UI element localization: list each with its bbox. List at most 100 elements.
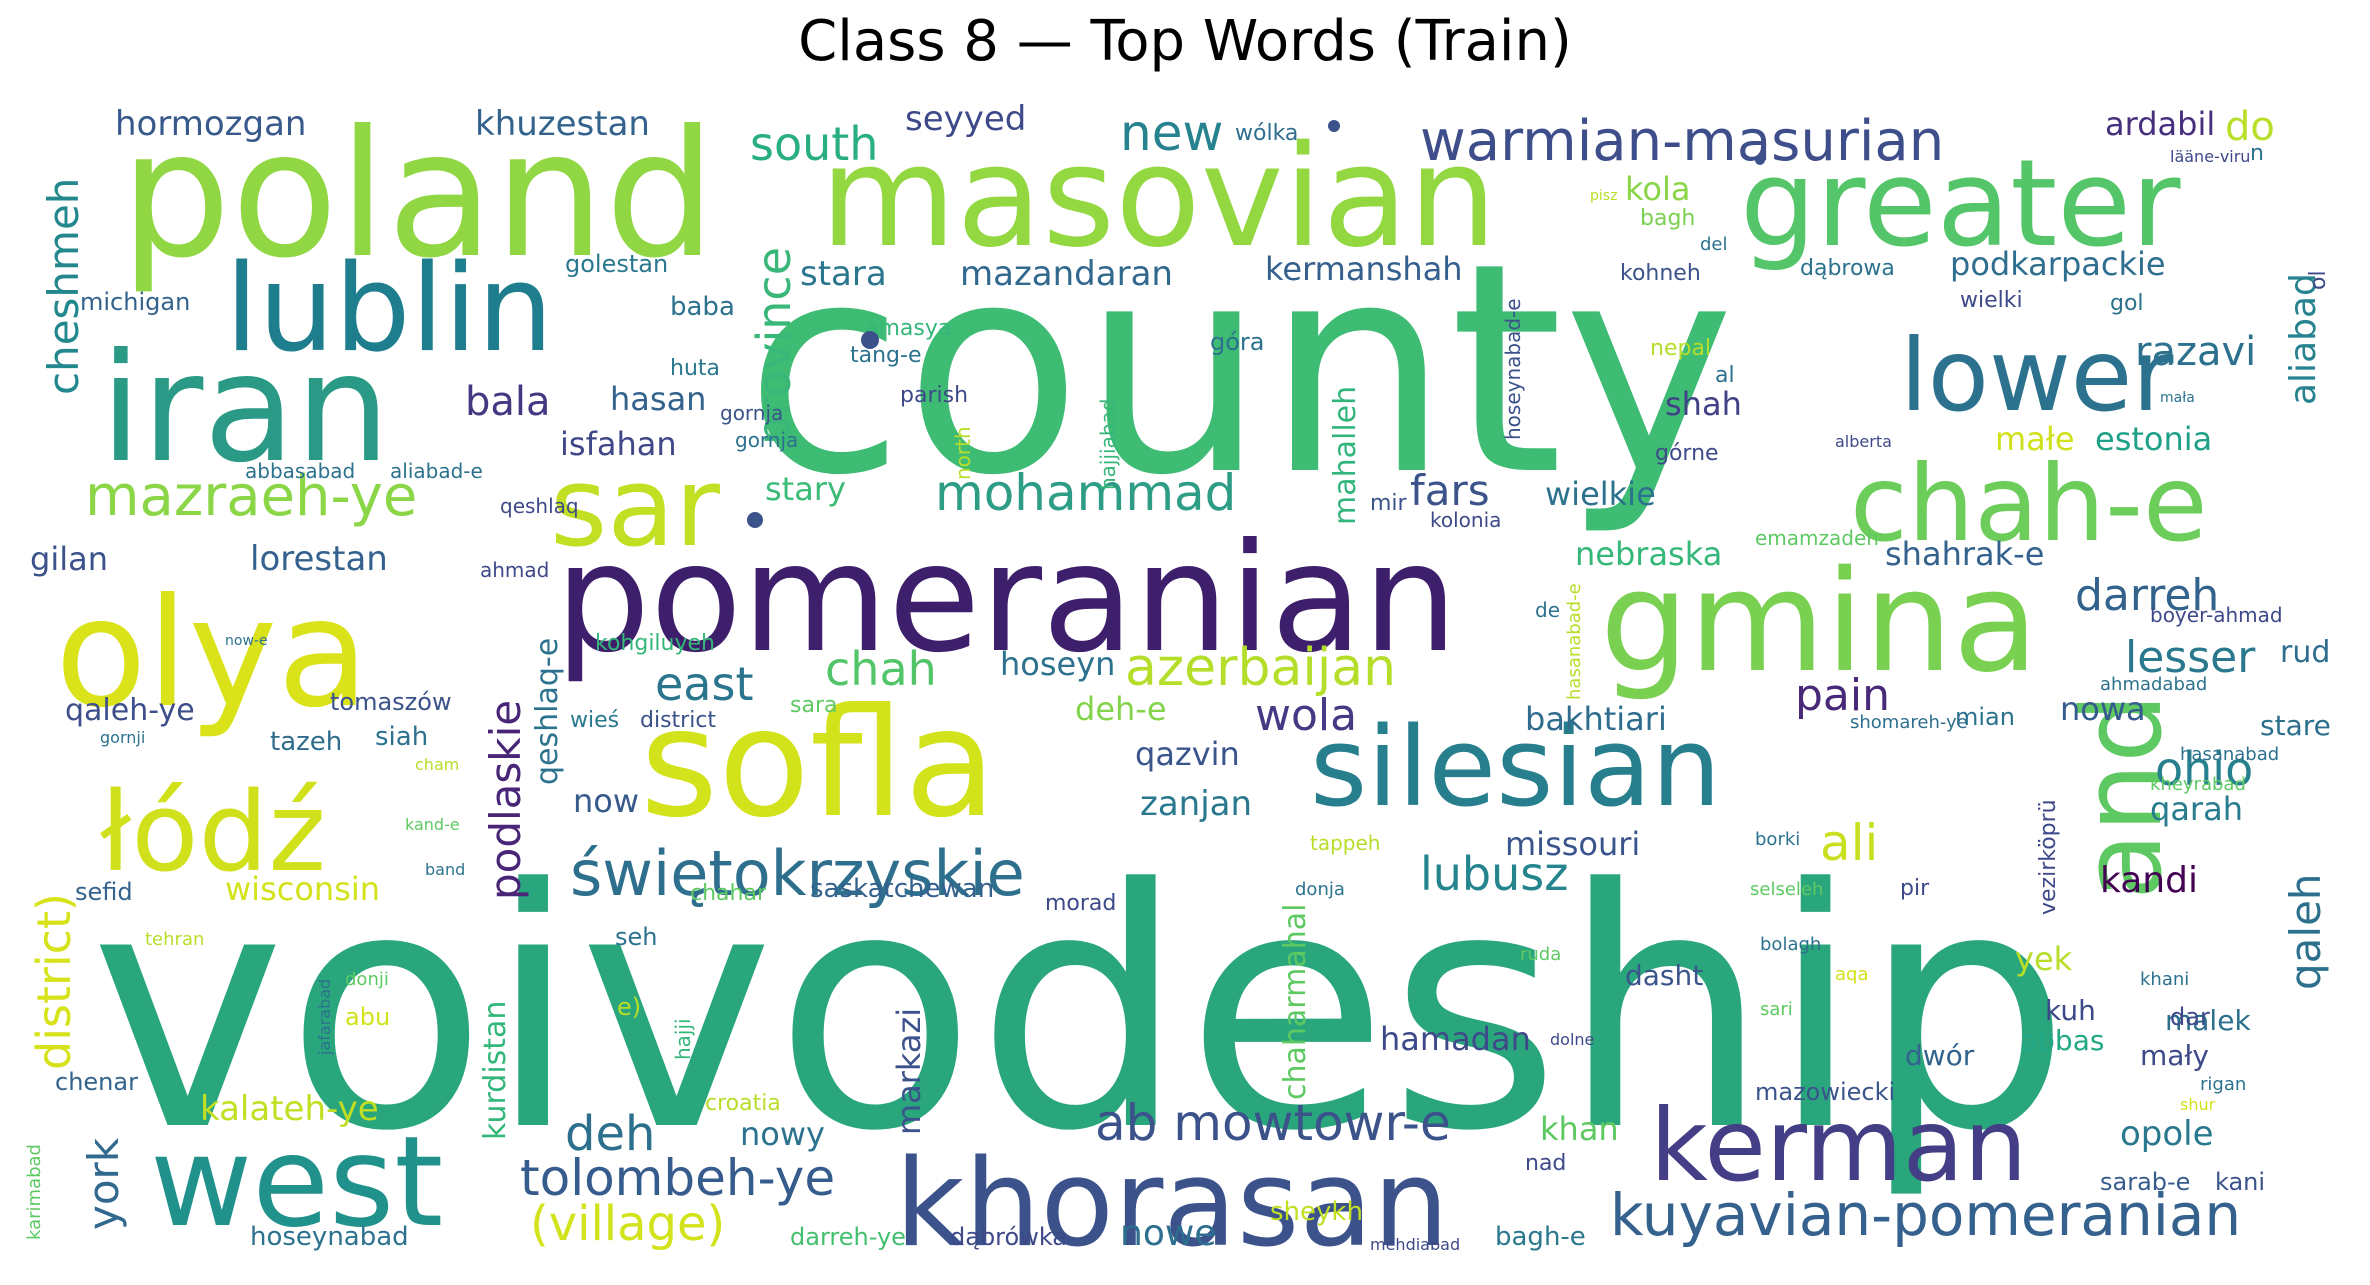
word-140: ahmadabad [2100,674,2207,695]
word-171: nad [1525,1151,1566,1176]
word-130: dąbrowa [1800,256,1895,281]
word-72: gilan [30,540,108,578]
word-66: hasan [610,380,706,418]
word-118: michigan [80,288,190,316]
word-192: now-e [225,633,268,649]
word-126: gornja [720,401,783,425]
word-46: lesser [2125,632,2256,683]
word-124: huta [670,356,720,381]
word-145: wieś [570,708,619,733]
word-73: qaleh-ye [65,693,195,728]
word-27: mohammad [935,464,1236,522]
word-20: świętokrzyskie [570,837,1025,910]
word-151: gornja [735,428,798,452]
word-105: mazowiecki [1755,1078,1895,1106]
word-28: province [747,247,801,445]
word-147: kohgiluyeh [595,631,715,656]
word-98: abbas [2020,1024,2104,1057]
word-13: lublin [225,240,553,379]
word-49: razavi [2135,329,2256,375]
word-45: qaleh [2281,873,2330,990]
word-50: aliabad [2283,273,2324,405]
word-58: stara [800,254,887,294]
word-88: saskatchewan [810,874,994,904]
word-176: tappeh [1310,831,1380,855]
word-146: sara [790,693,837,718]
word-158: hasanabad-e [1564,583,1585,700]
word-69: mahalleh [1328,386,1363,525]
word-44: ohio [2155,742,2253,796]
word-100: kalateh-ye [200,1089,379,1129]
word-61: podkarpackie [1950,245,2166,283]
word-183: donji [345,969,389,990]
word-30: new [1120,104,1223,162]
word-138: emamzadeh [1755,526,1879,550]
word-96: malek [2165,1004,2251,1037]
word-53: hormozgan [115,104,306,144]
word-101: nowy [740,1115,825,1153]
word-95: kuh [2045,994,2096,1027]
word-143: hasanabad [2180,744,2279,765]
word-48: bala [465,379,551,425]
word-177: donja [1295,879,1345,900]
word-120: baba [670,292,735,322]
word-9: olya [55,567,369,741]
word-111: hoseynabad [250,1222,409,1252]
word-174: ruda [1520,944,1561,965]
word-129: kohneh [1620,261,1701,286]
word-74: hoseyn [1000,645,1115,683]
word-8: gmina [1600,541,2039,704]
word-103: opole [2120,1114,2214,1154]
word-60: kermanshah [1265,250,1463,288]
word-40: pain [1795,670,1890,721]
word-123: parish [900,383,968,408]
word-83: qarah [2150,790,2243,828]
dot-2 [747,512,763,528]
word-153: north [951,426,975,480]
word-166: khani [2140,969,2189,990]
word-134: al [1715,363,1735,388]
word-92: hamadan [1380,1020,1531,1058]
word-64: małe [1995,420,2075,458]
word-154: hajjiabad [1096,398,1120,490]
word-54: khuzestan [475,104,650,144]
word-15: chah-e [1850,443,2208,565]
word-141: mian [1955,703,2015,731]
word-139: boyer-ahmad [2150,603,2283,627]
word-194: n [2250,141,2264,166]
word-102: khan [1540,1110,1619,1148]
word-185: jafarabad [315,979,334,1056]
dot-0 [861,331,879,349]
word-175: mehdiabad [1370,1235,1460,1254]
word-106: tomaszów [330,688,452,716]
word-68: shah [1665,385,1742,423]
word-159: kheyrabad [2150,774,2246,795]
word-169: rigan [2200,1074,2246,1095]
word-34: podlaskie [481,700,530,900]
word-127: wólka [1235,121,1298,146]
word-119: golestan [565,250,668,278]
word-33: (village) [530,1196,725,1252]
word-2: poland [120,94,716,297]
word-37: chah [825,642,937,696]
word-18: sar [550,443,721,571]
word-29: south [750,117,878,171]
word-90: kurdistan [478,1001,513,1140]
word-149: aliabad-e [390,459,483,483]
word-79: rud [2280,635,2330,670]
word-144: district [640,708,716,733]
word-99: mały [2140,1039,2209,1072]
word-97: dwór [1905,1039,1975,1072]
word-117: kani [2215,1168,2265,1196]
word-85: missouri [1505,825,1640,863]
word-4: pomeranian [555,512,1458,686]
word-62: stary [765,470,846,508]
dot-1 [1328,120,1340,132]
word-157: de [1535,598,1560,622]
word-14: kerman [1650,1087,2027,1204]
word-1: county [745,202,1735,539]
word-173: dolne [1550,1030,1594,1049]
word-78: nowa [2060,690,2146,728]
word-133: nepal [1650,336,1711,361]
word-56: ardabil [2105,105,2215,143]
